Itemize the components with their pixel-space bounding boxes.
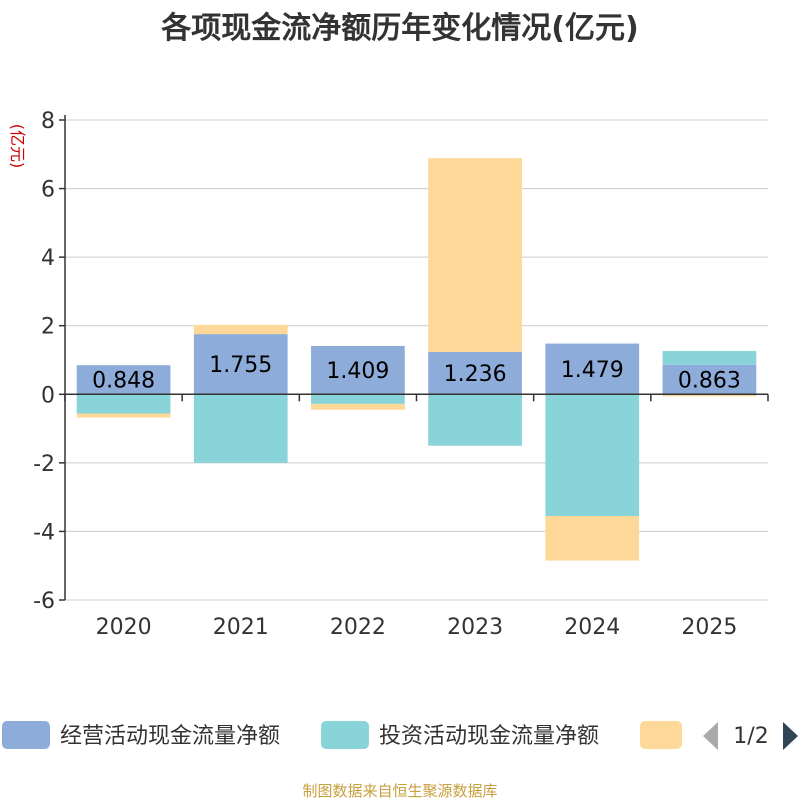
- bar-2025-series-2[interactable]: [662, 394, 757, 397]
- x-tick-label: 2025: [681, 615, 737, 640]
- legend-label-operating[interactable]: 经营活动现金流量净额: [60, 724, 280, 749]
- gridlines: [65, 119, 768, 601]
- chart-title: 各项现金流净额历年变化情况(亿元): [160, 11, 638, 46]
- data-label-2022: 1.409: [326, 359, 389, 384]
- bar-2024-series-0[interactable]: [545, 343, 640, 395]
- y-tick-label: 8: [41, 109, 55, 134]
- bar-2024-series-2[interactable]: [545, 516, 640, 561]
- y-tick-label: 4: [41, 246, 55, 271]
- data-label-2020: 0.848: [92, 369, 155, 394]
- y-tick-label: 0: [41, 383, 55, 408]
- y-axis-label: (亿元): [8, 124, 27, 169]
- y-tick-label: -4: [33, 520, 55, 545]
- data-label-2023: 1.236: [444, 362, 507, 387]
- legend-swatch-financing[interactable]: [640, 721, 682, 749]
- bar-2023-series-2[interactable]: [428, 158, 522, 352]
- tick-labels: -6 -4 -2 0 2 4 6 8 2020 2021 2022 2023 2024 2025: [33, 109, 737, 640]
- bar-2020-series-2[interactable]: [76, 413, 171, 418]
- x-tick-label: 2023: [447, 615, 503, 640]
- bar-2025-series-0[interactable]: [662, 364, 757, 395]
- legend-swatch-operating[interactable]: [2, 721, 50, 749]
- source-note: 制图数据来自恒生聚源数据库: [302, 782, 497, 800]
- x-tick-label: 2021: [213, 615, 269, 640]
- legend-page-indicator: 1/2: [733, 724, 768, 749]
- x-tick-label: 2020: [96, 615, 152, 640]
- bar-2020-series-0[interactable]: [76, 365, 171, 395]
- bar-2022-series-1[interactable]: [311, 394, 405, 404]
- data-label-2021: 1.755: [209, 353, 272, 378]
- legend-next-page-icon[interactable]: [783, 722, 798, 750]
- y-tick-label: -6: [33, 589, 55, 614]
- bar-2024-series-1[interactable]: [545, 394, 640, 516]
- bar-2020-series-1[interactable]: [76, 394, 171, 414]
- x-tick-label: 2024: [564, 615, 620, 640]
- bar-2022-series-0[interactable]: [311, 345, 405, 395]
- bar-2023-series-1[interactable]: [428, 394, 522, 446]
- bars: [76, 158, 757, 561]
- bar-2025-series-1[interactable]: [662, 350, 757, 365]
- legend-swatch-investing[interactable]: [321, 721, 369, 749]
- y-tick-label: 2: [41, 315, 55, 340]
- legend: 经营活动现金流量净额 投资活动现金流量净额 1/2: [2, 721, 798, 750]
- y-tick-label: 6: [41, 178, 55, 203]
- y-tick-label: -2: [33, 452, 55, 477]
- data-label-2024: 1.479: [561, 358, 624, 383]
- bar-2022-series-2[interactable]: [311, 403, 405, 410]
- x-tick-label: 2022: [330, 615, 386, 640]
- legend-label-investing[interactable]: 投资活动现金流量净额: [379, 724, 599, 749]
- bar-2021-series-0[interactable]: [193, 334, 288, 395]
- bar-2023-series-0[interactable]: [428, 351, 522, 395]
- legend-prev-page-icon[interactable]: [703, 722, 718, 750]
- data-labels: 0.848 1.755 1.409 1.236 1.479 0.863: [92, 353, 741, 394]
- data-label-2025: 0.863: [678, 368, 741, 393]
- axes: [59, 115, 769, 601]
- bar-2021-series-2[interactable]: [193, 324, 288, 335]
- bar-2021-series-1[interactable]: [193, 394, 288, 463]
